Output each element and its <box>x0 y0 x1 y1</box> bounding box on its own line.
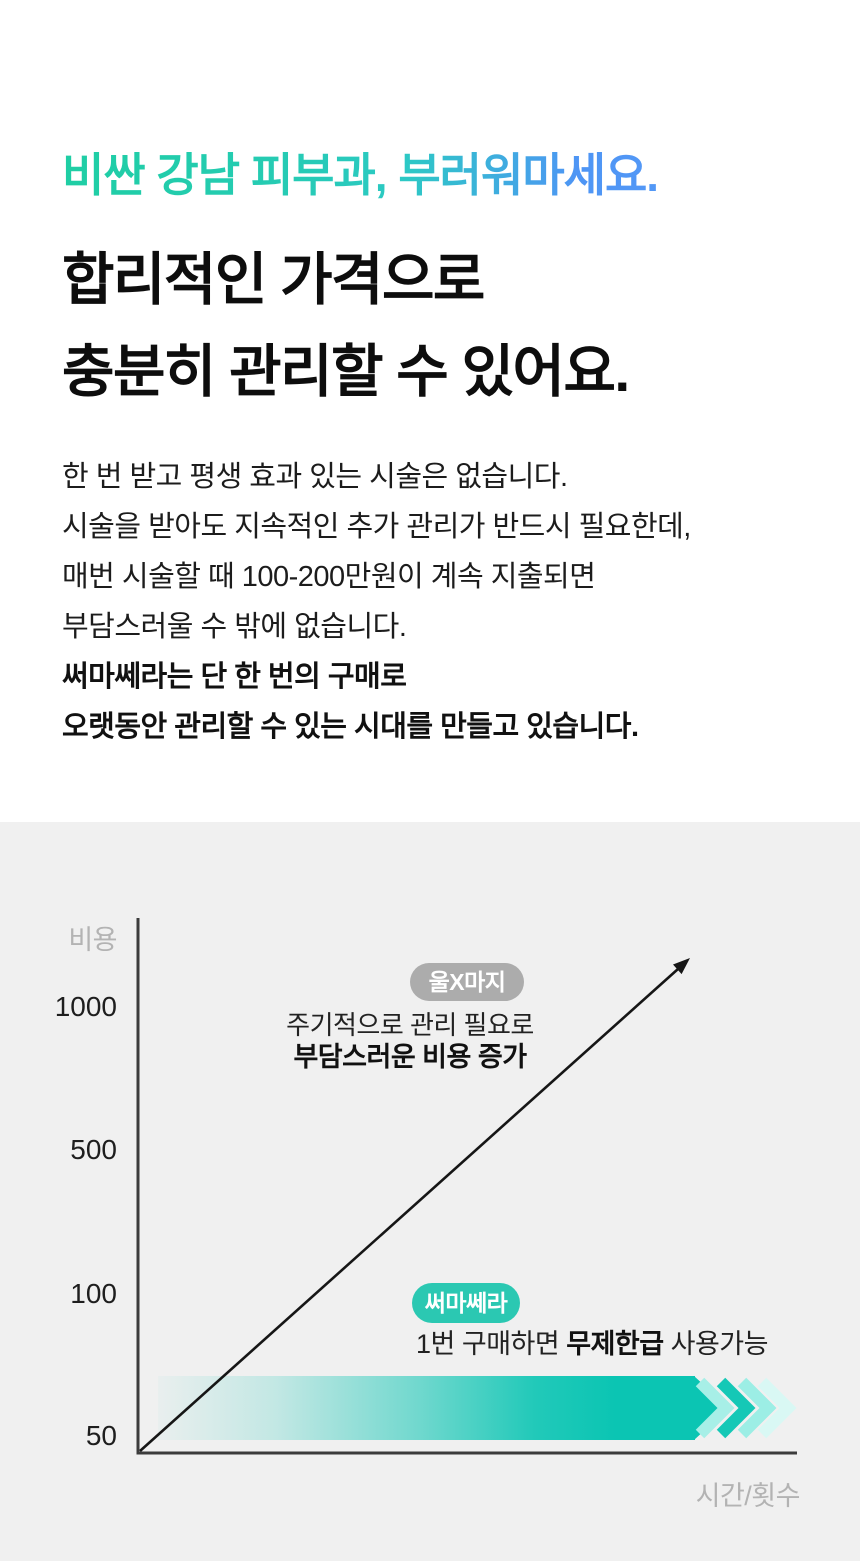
page-title-line1: 합리적인 가격으로 <box>62 248 485 312</box>
body-line: 매번 시술할 때 100-200만원이 계속 지출되면 <box>62 561 596 593</box>
chevron-icon <box>695 1377 735 1439</box>
body-line: 시술을 받아도 지속적인 추가 관리가 반드시 필요한데, <box>62 511 691 543</box>
product-caption: 1번 구매하면 무제한급 사용가능 <box>416 1328 768 1360</box>
y-axis-title: 비용 <box>68 925 117 955</box>
page-title-line2: 충분히 관리할 수 있어요. <box>62 340 630 404</box>
product-caption-suffix: 사용가능 <box>663 1329 769 1359</box>
y-tick-50: 50 <box>85 1420 117 1451</box>
cost-comparison-chart: 비용 1000 500 100 50 시간/횟수 울X마지 주기적으로 관리 필… <box>0 822 860 1561</box>
body-line: 부담스러울 수 밖에 없습니다. <box>62 611 407 643</box>
arrowhead-icon <box>673 958 690 975</box>
chevron-icon <box>737 1377 777 1439</box>
axis-lines <box>136 918 797 1455</box>
chart-canvas <box>136 918 797 1455</box>
body-paragraph: 한 번 받고 평생 효과 있는 시술은 없습니다. 시술을 받아도 지속적인 추… <box>62 452 820 752</box>
competitor-badge: 울X마지 <box>410 963 524 1001</box>
chevron-icon <box>716 1377 756 1439</box>
flat-cost-band <box>158 1376 797 1440</box>
y-tick-1000: 1000 <box>54 991 117 1022</box>
body-line-emphasis: 오랫동안 관리할 수 있는 시대를 만들고 있습니다. <box>62 711 639 743</box>
y-tick-100: 100 <box>70 1278 117 1309</box>
product-caption-prefix: 1번 구매하면 <box>416 1329 567 1359</box>
body-line-emphasis: 써마쎄라는 단 한 번의 구매로 <box>62 661 407 693</box>
rising-cost-arrow <box>139 958 690 1452</box>
competitor-caption-line2: 부담스러운 비용 증가 <box>293 1042 527 1072</box>
page-title: 합리적인 가격으로 충분히 관리할 수 있어요. <box>62 234 820 418</box>
x-axis-title: 시간/횟수 <box>695 1481 801 1511</box>
product-caption-emphasis: 무제한급 <box>566 1329 664 1359</box>
competitor-caption-line1: 주기적으로 관리 필요로 <box>286 1010 534 1040</box>
body-line: 한 번 받고 평생 효과 있는 시술은 없습니다. <box>62 461 568 493</box>
headline: 비싼 강남 피부과, 부러워마세요. <box>62 148 820 203</box>
product-badge: 써마쎄라 <box>412 1283 520 1323</box>
chevron-icon <box>757 1377 797 1439</box>
y-tick-500: 500 <box>70 1134 117 1165</box>
